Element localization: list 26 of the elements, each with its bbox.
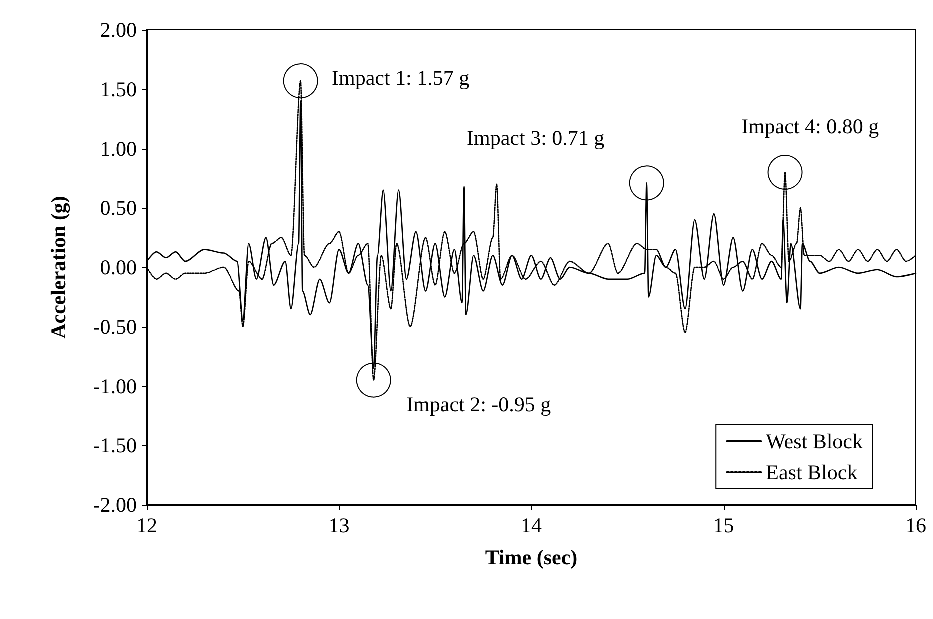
point [283,64,318,99]
annotation: Impact 1: 1.57 g [332,66,470,90]
y-tick-label: -1.00 [93,374,137,398]
y-tick-label: 0.00 [100,256,137,280]
x-axis-title: Time (sec) [485,546,578,570]
y-tick-label: 1.00 [100,136,137,161]
y-tick-label: -2.00 [93,493,137,517]
y-tick-label: 1.50 [100,77,137,102]
annotation: Impact 2: -0.95 g [406,392,552,416]
x-tick-label: 16 [906,514,926,538]
point [768,155,803,190]
legend-label: West Block [766,430,864,454]
x-tick-label: 14 [521,514,542,538]
y-tick-label: -0.50 [93,314,137,339]
point [629,166,664,201]
y-axis-title: Acceleration (g) [46,196,70,339]
y-tick-label: 0.50 [100,196,137,220]
x-tick-label: 12 [136,514,158,538]
annotation: Impact 4: 0.80 g [741,114,880,138]
y-tick-label: -1.50 [93,434,137,458]
annotation: Impact 3: 0.71 g [467,126,606,150]
x-tick-label: 15 [713,514,734,538]
legend-label: East Block [766,460,858,484]
x-tick-label: 13 [328,514,350,538]
y-tick-label: 2.00 [100,18,137,42]
point [356,362,392,398]
